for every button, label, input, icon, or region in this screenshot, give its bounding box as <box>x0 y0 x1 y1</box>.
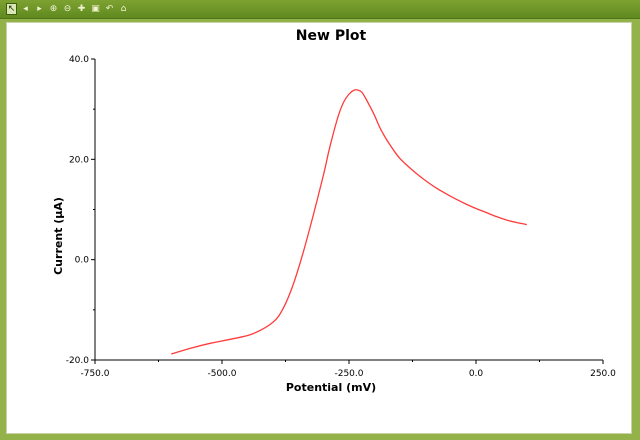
x-tick-label: -750.0 <box>80 369 109 379</box>
arrow-right-icon[interactable]: ▸ <box>37 4 42 14</box>
chart-title: New Plot <box>296 28 367 44</box>
pointer-select-icon[interactable]: ↖ <box>6 3 17 15</box>
zoom-out-icon[interactable]: ⊖ <box>63 4 72 14</box>
plot-toolbar: ↖ ◂ ▸ ⊕ ⊖ ✚ ▣ ↶ ⌂ <box>0 0 640 19</box>
series-layer <box>171 89 527 355</box>
y-tick-label: 0.0 <box>75 256 90 266</box>
x-axis-label: Potential (mV) <box>286 381 376 394</box>
undo-icon[interactable]: ↶ <box>105 4 114 14</box>
series-line <box>171 89 527 355</box>
x-tick-label: 250.0 <box>590 369 616 379</box>
y-tick-label: 20.0 <box>69 155 89 165</box>
pan-icon[interactable]: ✚ <box>77 4 86 14</box>
y-axis-label: Current (µA) <box>52 197 65 275</box>
line-chart: New Plot -750.0 -500.0 -250.0 0.0 250.0 -20.0… <box>52 28 616 394</box>
tick-marks: -750.0 -500.0 -250.0 0.0 250.0 -20.0 0.0 20.0 40… <box>66 55 616 379</box>
x-tick-label: -500.0 <box>207 369 236 379</box>
zoom-box-icon[interactable]: ▣ <box>91 4 100 14</box>
axes <box>94 59 603 361</box>
plot-area: New Plot -750.0 -500.0 -250.0 0.0 250.0 -20.0… <box>6 22 632 434</box>
arrow-left-icon[interactable]: ◂ <box>23 4 28 14</box>
y-tick-label: 40.0 <box>69 55 89 65</box>
home-icon[interactable]: ⌂ <box>120 4 127 14</box>
x-tick-label: -250.0 <box>334 369 363 379</box>
x-tick-label: 0.0 <box>469 369 484 379</box>
toolbar-tools: ↖ ◂ ▸ ⊕ ⊖ ✚ ▣ ↶ ⌂ <box>6 3 129 16</box>
y-tick-label: -20.0 <box>66 356 90 366</box>
zoom-in-icon[interactable]: ⊕ <box>49 4 58 14</box>
